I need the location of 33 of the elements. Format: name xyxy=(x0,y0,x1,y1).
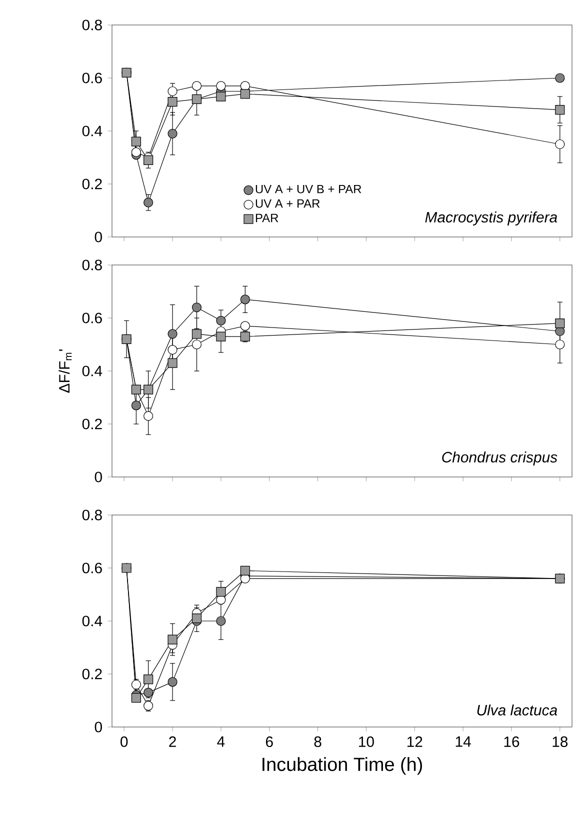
x-tick-label: 6 xyxy=(266,736,273,748)
y-tick-label: 0 xyxy=(94,472,102,482)
x-tick-label: 14 xyxy=(456,736,471,747)
y-tick-label: 0 xyxy=(94,232,102,242)
y-tick-label: 0.8 xyxy=(82,260,102,270)
y-tick-label: 0.8 xyxy=(82,510,102,520)
y-tick-label: 0.4 xyxy=(82,126,102,136)
x-tick-label: 12 xyxy=(407,736,422,747)
x-tick-label: 2 xyxy=(169,736,176,747)
y-tick-label: 0 xyxy=(94,722,102,732)
y-tick-label: 0.8 xyxy=(82,20,102,30)
y-tick-label: 0.6 xyxy=(82,72,102,84)
y-tick-label: 0.2 xyxy=(82,178,102,190)
legend-label: UV A + PAR xyxy=(256,199,320,208)
legend-label: PAR xyxy=(256,214,278,222)
x-tick-label: 18 xyxy=(552,736,568,748)
legend-label: UV A + UV B + PAR xyxy=(256,184,362,194)
x-axis-title: Incubation Time (h) xyxy=(262,757,422,775)
y-tick-label: 0.6 xyxy=(82,312,102,324)
y-tick-label: 0.4 xyxy=(82,616,102,626)
annotation: Chondrus crispus xyxy=(442,452,558,466)
y-tick-label: 0.2 xyxy=(82,668,102,680)
x-tick-label: 16 xyxy=(504,736,520,748)
y-tick-label: 0.6 xyxy=(82,562,102,574)
x-tick-label: 0 xyxy=(120,736,128,748)
annotation: Macrocystis pyrifera xyxy=(425,212,558,226)
y-tick-label: 0.4 xyxy=(82,366,102,376)
x-tick-label: 4 xyxy=(217,736,225,747)
annotation: Ulva lactuca xyxy=(477,704,558,716)
y-tick-label: 0.2 xyxy=(82,418,102,430)
x-tick-label: 10 xyxy=(359,736,374,748)
x-tick-label: 8 xyxy=(314,736,322,748)
y-axis-title: ΔF/F$_{m}$' xyxy=(58,350,72,393)
